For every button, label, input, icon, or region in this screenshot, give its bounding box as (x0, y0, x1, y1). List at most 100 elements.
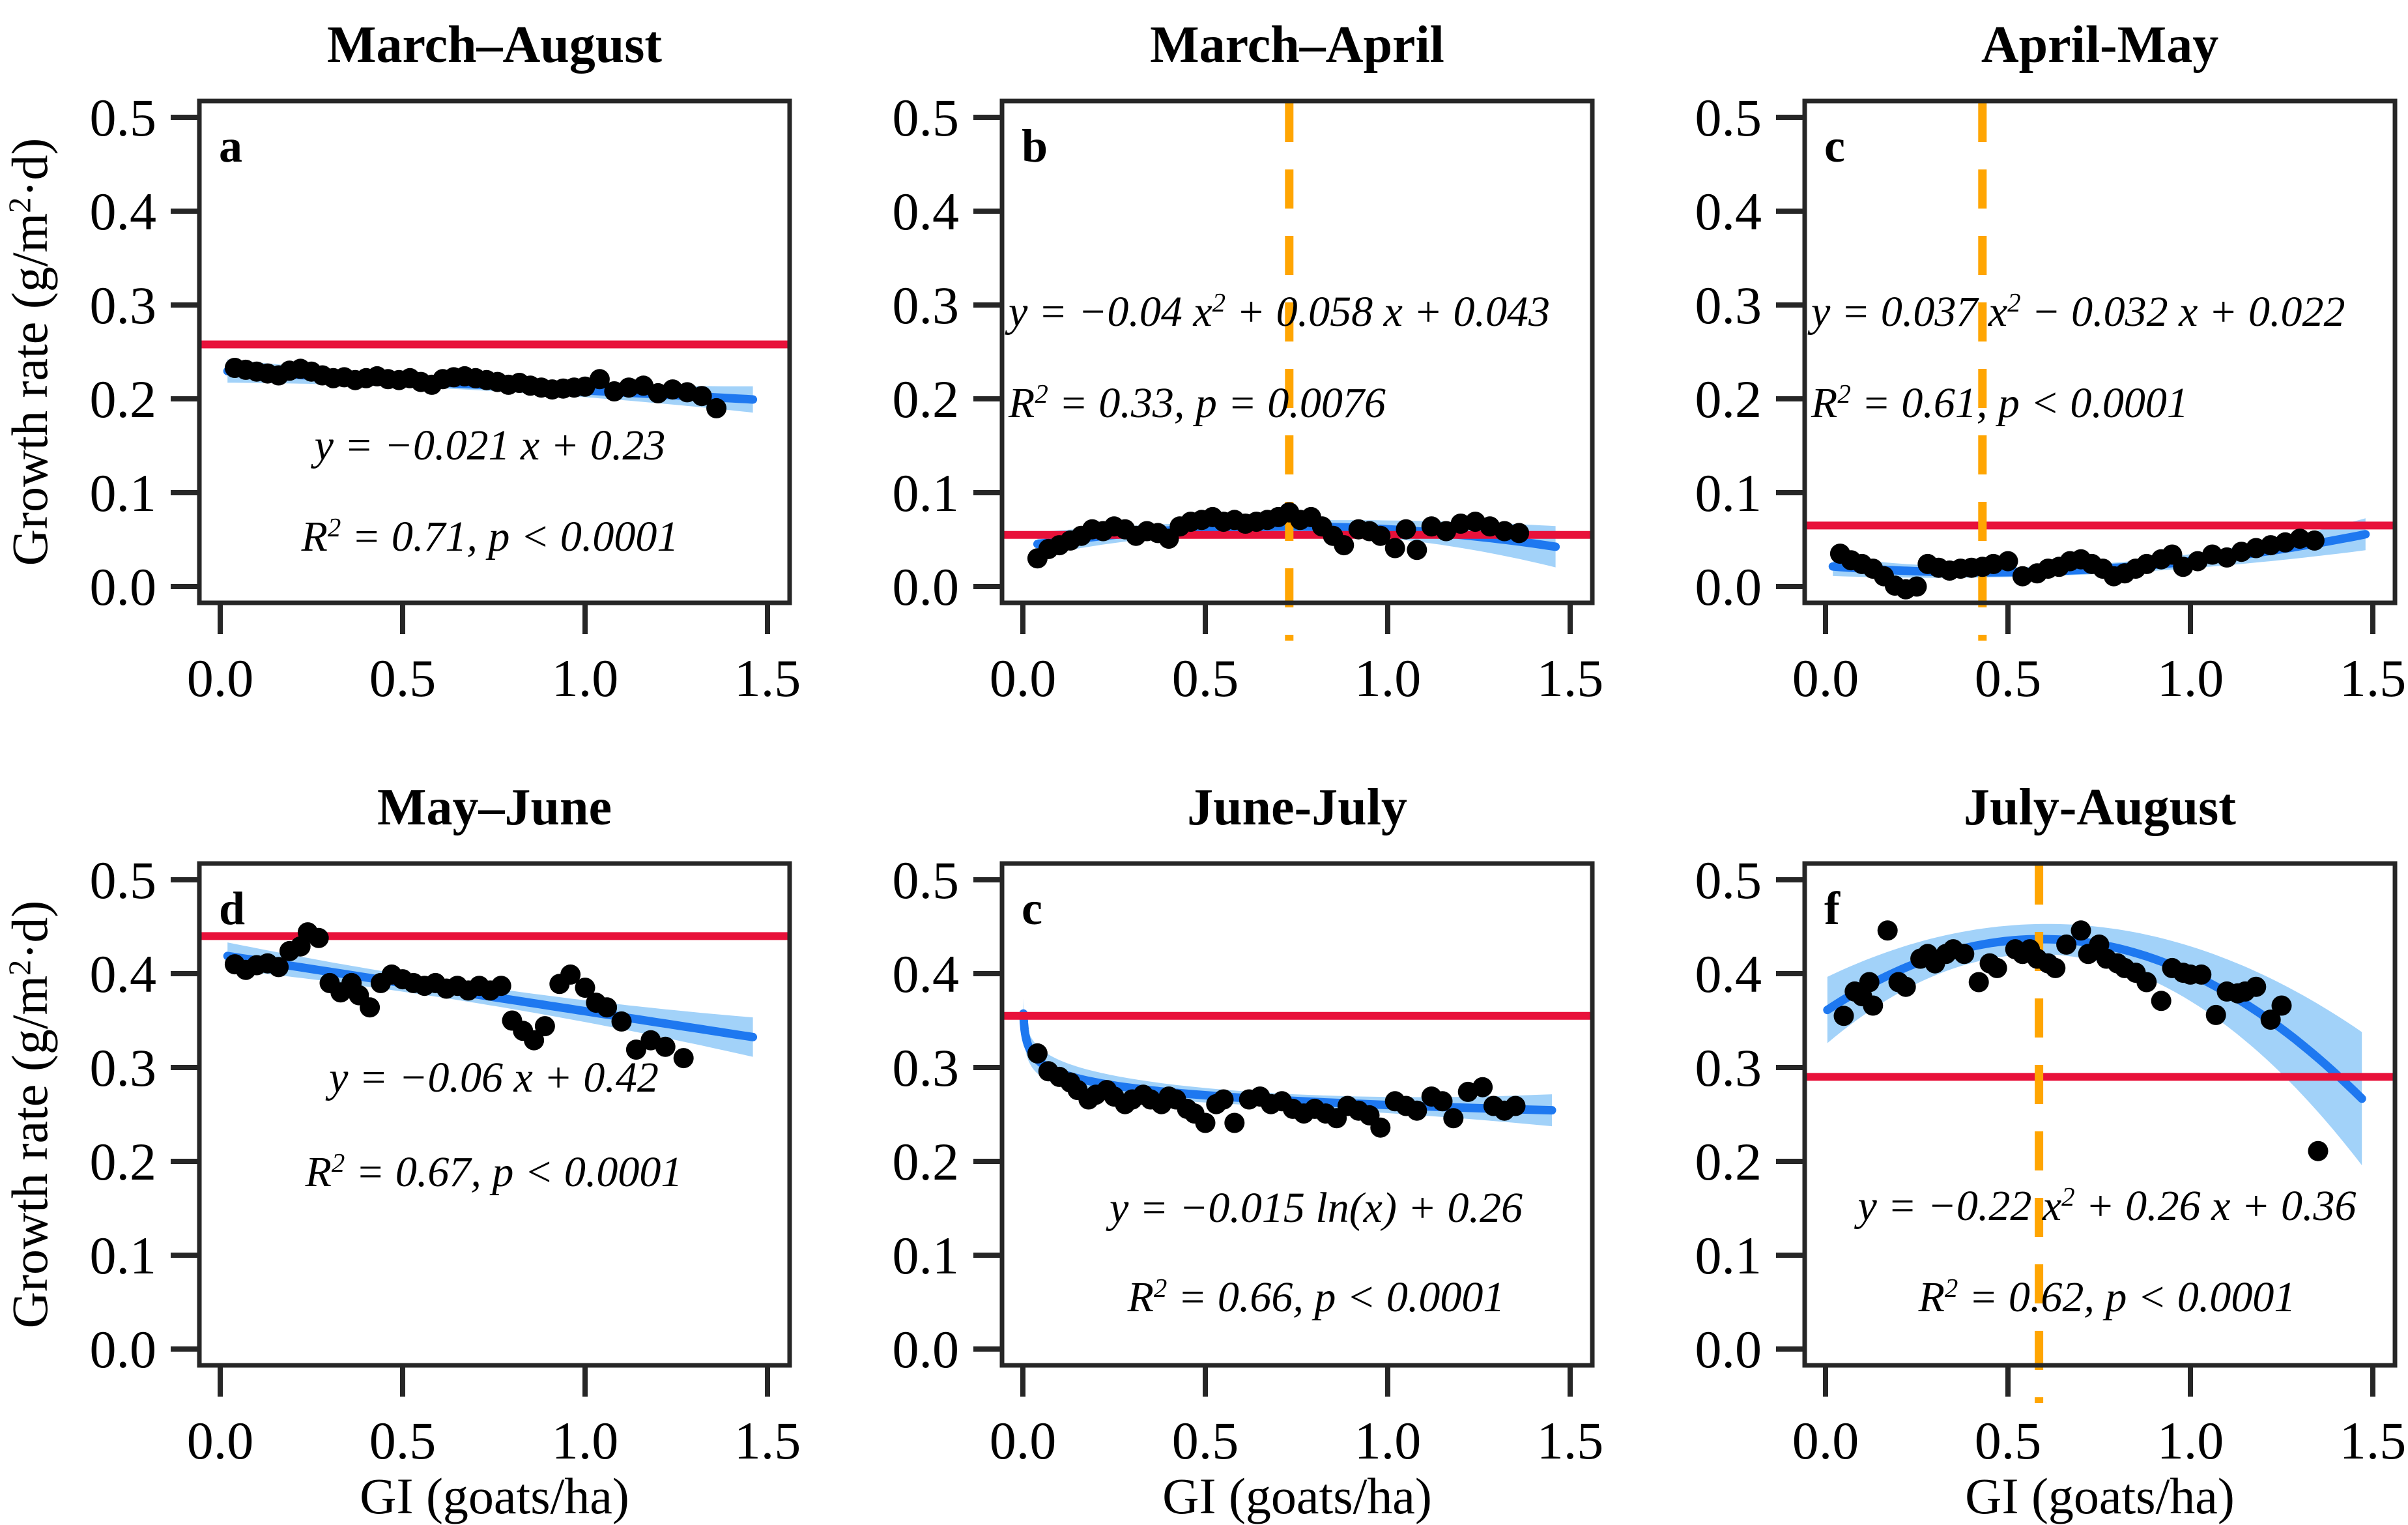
y-tick-label: 0.5 (90, 850, 157, 910)
data-point (1472, 1077, 1493, 1097)
y-tick-label: 0.5 (1695, 850, 1762, 910)
data-point (589, 369, 610, 390)
data-point (1906, 576, 1927, 597)
data-point (308, 927, 329, 948)
data-point (1224, 1112, 1245, 1133)
data-point (360, 997, 380, 1018)
data-point (1968, 972, 1989, 993)
axis-ticks (171, 115, 770, 634)
data-point (1505, 1096, 1526, 1116)
data-points (224, 922, 694, 1069)
x-tick-label: 1.0 (1354, 1411, 1422, 1470)
data-point (1859, 972, 1880, 993)
panel-june-july: 0.0 0.1 0.2 0.3 0.4 0.5 0.0 0.5 1.0 1.5 June-July c… (893, 779, 1604, 1524)
x-tick-label: 0.0 (187, 1411, 254, 1470)
y-tick-label: 0.3 (893, 276, 960, 335)
panel-title: July-August (1964, 779, 2236, 836)
data-point (2246, 976, 2267, 997)
x-tick-label: 0.0 (990, 648, 1057, 708)
data-point (534, 1016, 555, 1037)
y-tick-label: 0.5 (90, 88, 157, 147)
axis-ticks (171, 877, 770, 1397)
y-axis-title: Growth rate (g/m2·d) (1, 138, 58, 566)
fit-equation: y = 0.037 x2 − 0.032 x + 0.022 (1807, 288, 2345, 336)
fit-stats: R2 = 0.67, p < 0.0001 (305, 1148, 683, 1196)
plot-frame (999, 861, 1595, 1368)
data-point (611, 1011, 632, 1032)
panel-cell-march-august: 0.0 0.1 0.2 0.3 0.4 0.5 0.0 0.5 1.0 1.5 March–Augu… (0, 0, 803, 762)
x-tick-label: 1.5 (2340, 1411, 2407, 1470)
y-tick-label: 0.1 (1695, 1226, 1762, 1285)
fit-equation: y = −0.06 x + 0.42 (325, 1054, 659, 1101)
y-tick-label: 0.5 (893, 88, 960, 147)
data-point (491, 976, 511, 996)
axis-ticks (973, 877, 1573, 1397)
data-point (1195, 1112, 1216, 1133)
y-tick-label: 0.4 (90, 944, 157, 1004)
fit-stats: R2 = 0.71, p < 0.0001 (301, 513, 679, 560)
x-tick-label: 0.5 (369, 1411, 437, 1470)
x-tick-label: 0.5 (1975, 1411, 2042, 1470)
data-point (1998, 551, 2018, 572)
data-point (2136, 972, 2157, 993)
data-point (268, 957, 289, 978)
axis-ticks (1776, 115, 2375, 634)
data-point (1509, 523, 1530, 544)
y-tick-label: 0.2 (1695, 1132, 1762, 1191)
fit-stats: R2 = 0.66, p < 0.0001 (1127, 1273, 1505, 1321)
panel-letter: c (1824, 120, 1845, 172)
y-tick-label: 0.3 (1695, 276, 1762, 335)
data-point (1863, 995, 1884, 1016)
axis-ticks (973, 115, 1573, 634)
y-tick-label: 0.0 (893, 1320, 960, 1379)
data-point (2271, 995, 2292, 1016)
data-point (1396, 519, 1416, 540)
data-points (1027, 1043, 1526, 1138)
data-point (706, 398, 727, 418)
panel-letter: d (219, 882, 245, 935)
y-tick-label: 0.4 (893, 944, 960, 1004)
data-point (2191, 964, 2212, 985)
plot-frame (197, 861, 792, 1368)
y-tick-label: 0.4 (1695, 182, 1762, 241)
y-tick-label: 0.2 (90, 370, 157, 429)
x-tick-label: 1.5 (1537, 648, 1604, 708)
data-point (560, 964, 581, 985)
y-tick-label: 0.1 (893, 463, 960, 523)
y-tick-label: 0.3 (1695, 1038, 1762, 1097)
y-tick-label: 0.2 (893, 370, 960, 429)
fit-equation: y = −0.04 x2 + 0.058 x + 0.043 (1005, 288, 1550, 336)
panel-letter: f (1824, 882, 1841, 935)
panel-march-august: 0.0 0.1 0.2 0.3 0.4 0.5 0.0 0.5 1.0 1.5 March–Augu… (1, 16, 801, 708)
plot-frame (1802, 98, 2398, 605)
data-point (1370, 1117, 1391, 1138)
data-point (575, 978, 595, 998)
panel-march-april: 0.0 0.1 0.2 0.3 0.4 0.5 0.0 0.5 1.0 1.5 March–Apri… (893, 16, 1604, 708)
x-tick-label: 0.5 (1172, 648, 1239, 708)
y-tick-label: 0.3 (893, 1038, 960, 1097)
data-point (2308, 1140, 2329, 1161)
x-tick-label: 1.0 (2157, 1411, 2224, 1470)
data-point (1407, 1100, 1427, 1121)
y-tick-label: 0.0 (1695, 557, 1762, 617)
y-tick-label: 0.4 (893, 182, 960, 241)
data-point (1407, 540, 1427, 560)
panel-letter: a (219, 120, 242, 172)
data-point (1877, 920, 1898, 941)
data-points (224, 358, 727, 418)
panel-title: April-May (1981, 16, 2218, 74)
data-point (1370, 525, 1391, 546)
y-tick-label: 0.0 (893, 557, 960, 617)
y-tick-label: 0.2 (90, 1132, 157, 1191)
fit-stats: R2 = 0.61, p < 0.0001 (1811, 379, 2188, 427)
data-point (2260, 1009, 2281, 1030)
data-point (1432, 1091, 1453, 1112)
data-point (1954, 944, 1975, 965)
panel-cell-june-july: 0.0 0.1 0.2 0.3 0.4 0.5 0.0 0.5 1.0 1.5 June-July c… (803, 762, 1605, 1525)
data-point (673, 1048, 694, 1069)
data-point (1334, 535, 1354, 556)
data-point (1895, 976, 1916, 997)
data-point (2045, 957, 2066, 978)
plot-frame (197, 98, 792, 605)
